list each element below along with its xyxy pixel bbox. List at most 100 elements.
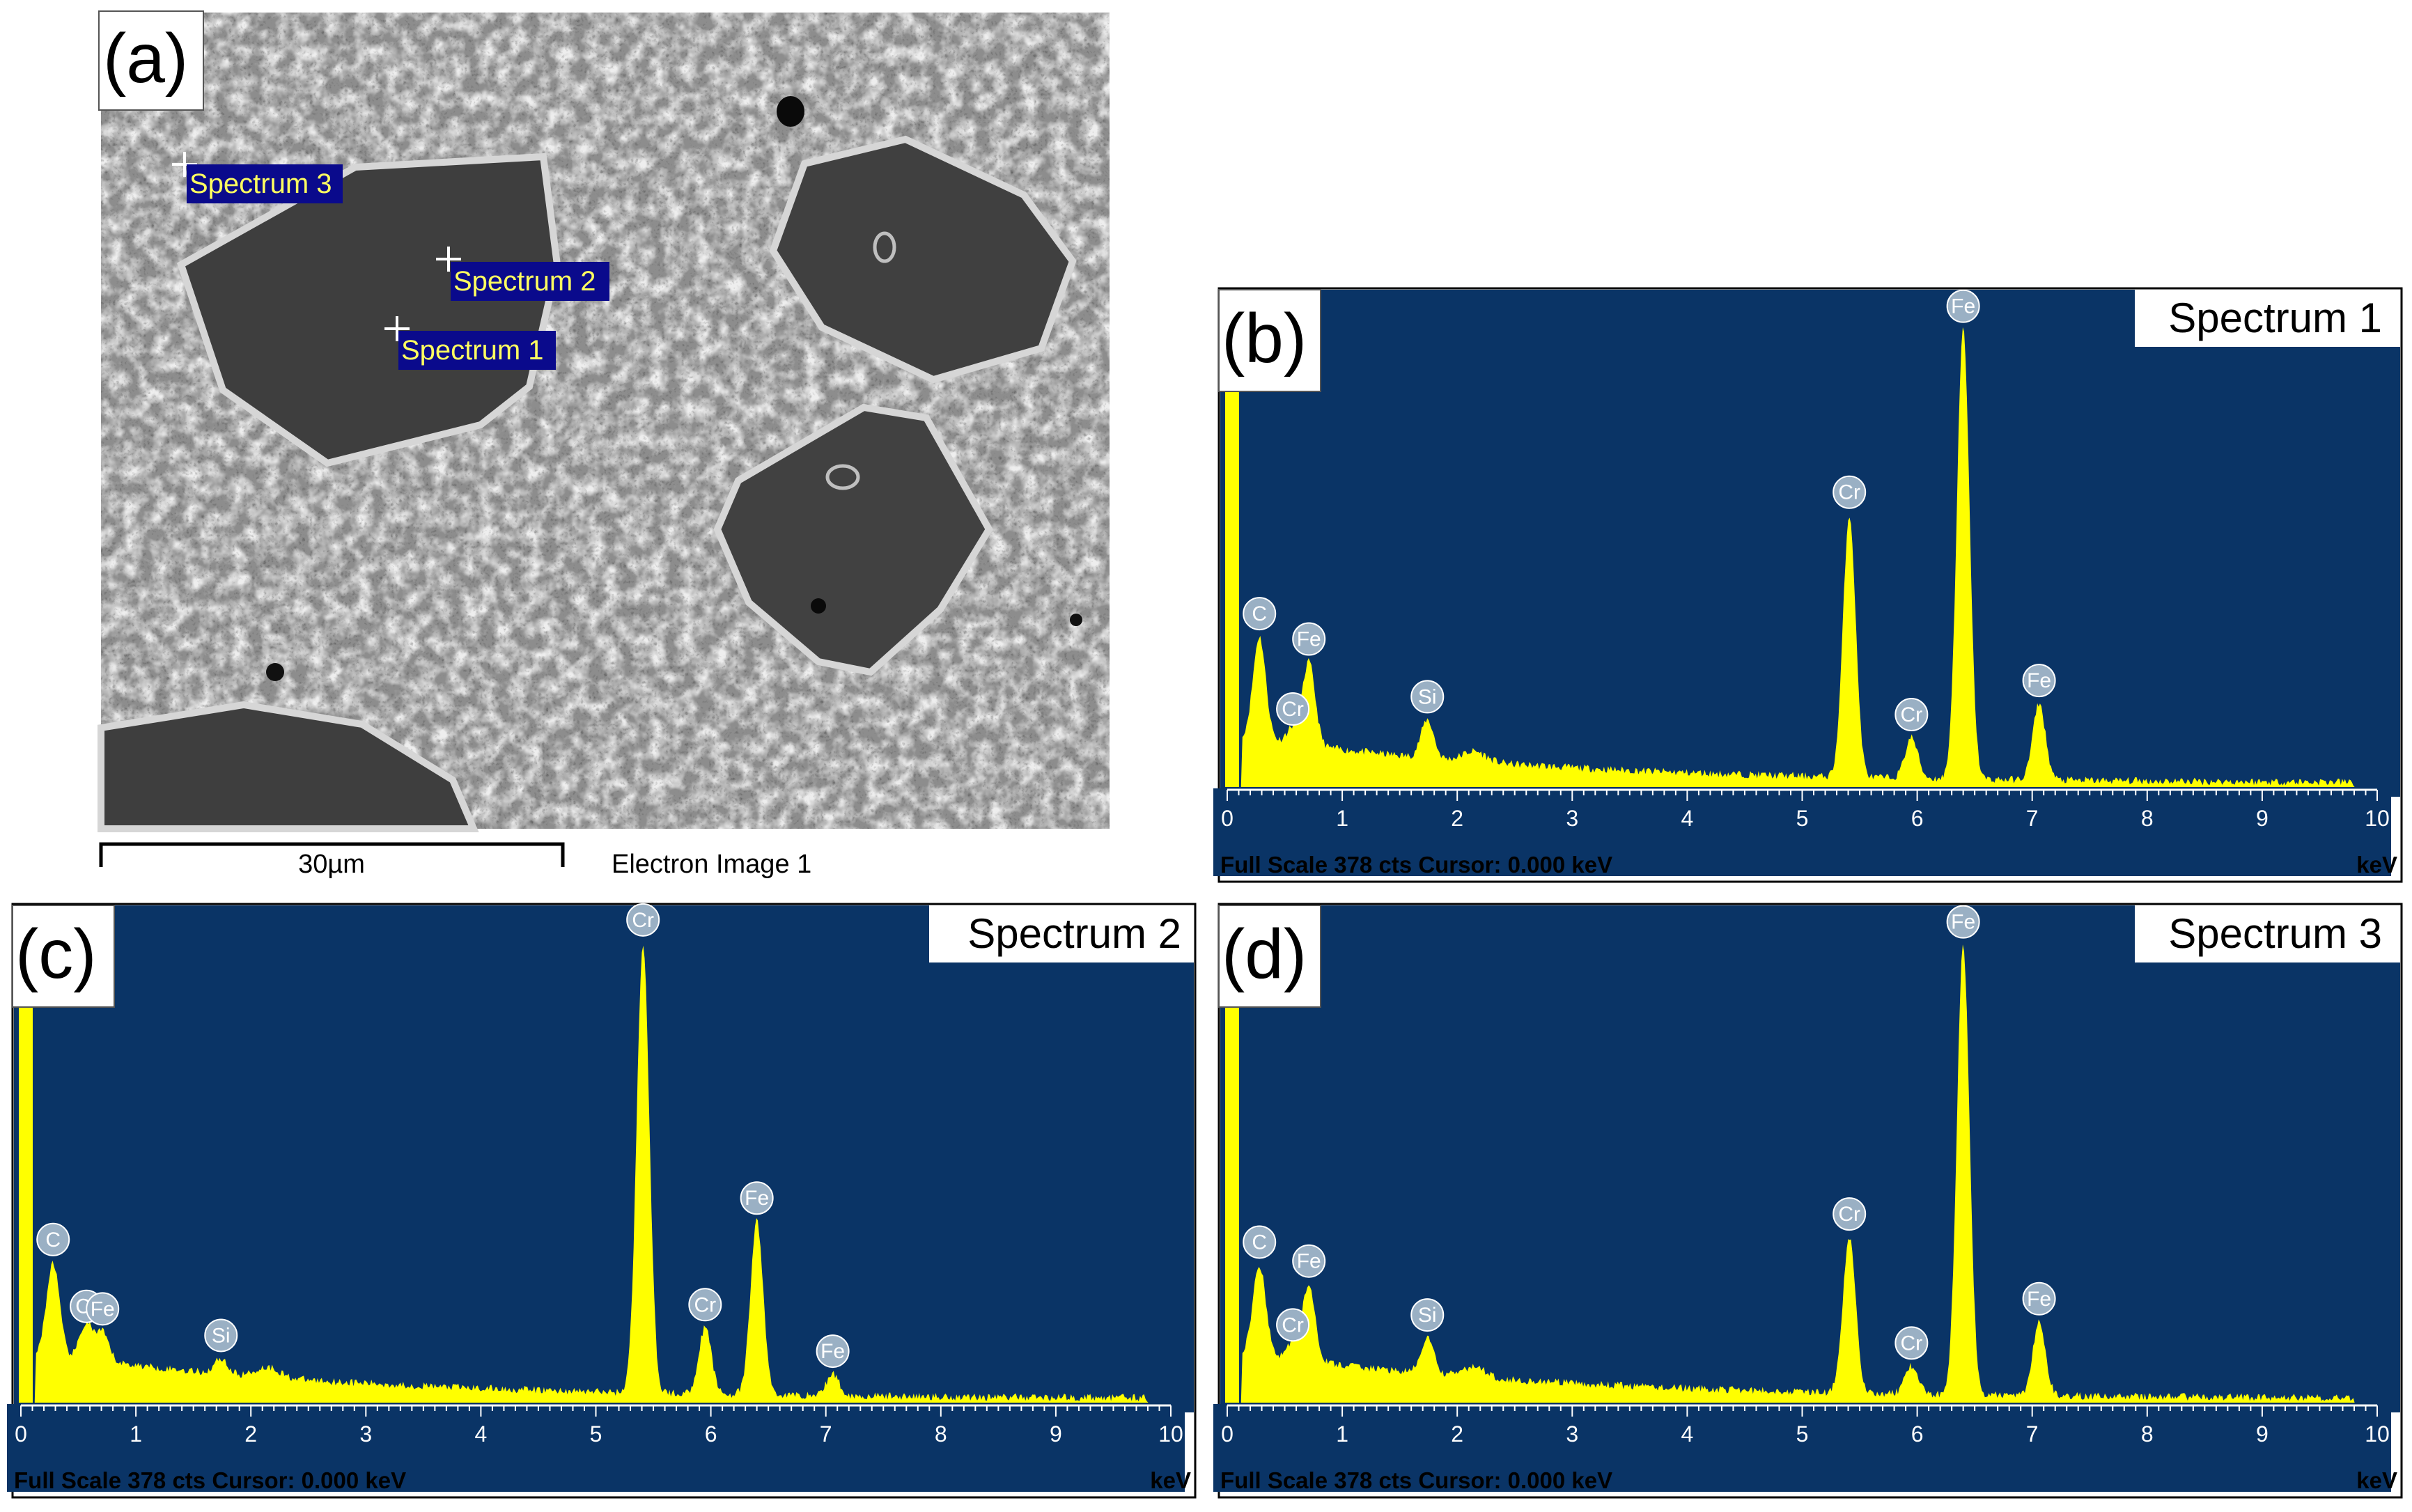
sem-grain (713, 403, 993, 676)
x-tick-label: 1 (1336, 806, 1348, 831)
x-axis-band (1213, 1404, 2391, 1492)
spot-marker-spectrum-2[interactable]: Spectrum 2 (436, 247, 609, 301)
zero-peak (1225, 290, 1239, 787)
panel-label-box (1218, 905, 1321, 1008)
x-tick-label: 1 (130, 1421, 142, 1447)
peak-label-fe: Fe (1292, 622, 1326, 656)
x-tick-label: 0 (15, 1421, 27, 1447)
x-tick-label: 5 (1796, 806, 1809, 831)
x-tick-label: 7 (2026, 1421, 2039, 1447)
peak-label-c: C (36, 1222, 70, 1256)
peak-label-text: C (45, 1229, 61, 1252)
x-tick-label: 4 (1681, 806, 1694, 831)
peak-label-fe: Fe (1946, 289, 1980, 323)
x-tick-label: 9 (2256, 806, 2269, 831)
peak-label-text: Cr (694, 1293, 717, 1316)
x-tick-label: 1 (1336, 1421, 1348, 1447)
peak-label-badge (1894, 1326, 1929, 1360)
peak-label-si: Si (1410, 1298, 1445, 1332)
sem-pore (777, 96, 804, 127)
peak-label-fe: Fe (2022, 1281, 2056, 1316)
spectrum-footer: Full Scale 378 cts Cursor: 0.000 keV (1220, 1467, 1612, 1493)
peak-label-badge (1276, 1308, 1310, 1342)
spectrum-title: Spectrum 3 (2168, 910, 2382, 957)
x-tick-label: 5 (1796, 1421, 1809, 1447)
peak-label-cr: Cr (1833, 475, 1867, 509)
scale-bar-label: 30µm (298, 850, 365, 879)
spectrum-footer: Full Scale 378 cts Cursor: 0.000 keV (1220, 852, 1612, 878)
peak-label-badge (1833, 1197, 1867, 1231)
zero-peak (19, 905, 33, 1403)
spectrum-title: Spectrum 1 (2168, 295, 2382, 341)
x-tick-label: 3 (1566, 806, 1578, 831)
peak-label-cr: Cr (1833, 1197, 1867, 1231)
sem-pore (266, 663, 284, 681)
peak-label-c: C (1243, 1225, 1277, 1259)
x-tick-label: 8 (2141, 806, 2154, 831)
x-axis-label: keV (2356, 1467, 2397, 1493)
x-tick-label: 6 (1911, 806, 1924, 831)
peak-label-text: Cr (1901, 703, 1923, 726)
x-tick-label: 0 (1221, 806, 1234, 831)
peak-label-si: Si (1410, 680, 1445, 714)
panel-label: (a) (103, 20, 188, 98)
peak-label-badge (626, 903, 660, 937)
x-tick-label: 3 (359, 1421, 372, 1447)
spectrum-footer: Full Scale 378 cts Cursor: 0.000 keV (14, 1467, 406, 1493)
sem-grain (98, 701, 479, 832)
peak-label-text: Cr (1282, 1314, 1304, 1336)
x-tick-label: 9 (2256, 1421, 2269, 1447)
peak-label-c: C (1243, 597, 1277, 631)
peak-label-text: Si (212, 1324, 231, 1347)
x-tick-label: 10 (1158, 1421, 1183, 1447)
sem-pore (873, 231, 896, 263)
panel-label: (b) (1222, 299, 1307, 377)
peak-label-badge (204, 1318, 238, 1353)
spot-label: Spectrum 3 (189, 169, 332, 199)
spot-marker-spectrum-3[interactable]: Spectrum 3 (172, 152, 343, 203)
peak-label-badge (1410, 680, 1445, 714)
peak-label-text: Cr (1838, 1203, 1860, 1226)
sem-grain (769, 135, 1077, 384)
peak-label-badge (1292, 1244, 1326, 1278)
x-axis-label: keV (2356, 852, 2397, 878)
peak-label-badge (1410, 1298, 1445, 1332)
spectrum-plot-background (14, 905, 1194, 1412)
peak-label-cr: Cr (688, 1288, 722, 1322)
peak-label-text: Si (1418, 685, 1437, 708)
scale-bar (99, 842, 565, 867)
peak-label-text: C (1252, 602, 1267, 625)
sem-grain (176, 153, 561, 467)
peak-label-badge (1894, 698, 1929, 732)
peak-label-fe: Fe (1292, 1244, 1326, 1278)
peak-label-text: Si (1418, 1304, 1437, 1327)
peak-label-text: Fe (820, 1340, 845, 1363)
peak-label-text: Fe (1297, 628, 1321, 651)
peak-label-text: Cr (1901, 1332, 1923, 1355)
peak-label-text: Fe (91, 1297, 115, 1320)
peak-label-badge (1833, 475, 1867, 509)
x-axis-band (7, 1404, 1185, 1492)
peak-label-fe: Fe (86, 1292, 120, 1326)
spectrum-title-box (2135, 905, 2400, 962)
x-tick-label: 6 (1911, 1421, 1924, 1447)
peak-label-badge (36, 1222, 70, 1256)
peak-label-badge (816, 1334, 850, 1369)
peak-label-cr: Cr (1894, 698, 1929, 732)
peak-label-badge (1292, 622, 1326, 656)
x-tick-label: 9 (1050, 1421, 1062, 1447)
spot-label: Spectrum 1 (401, 335, 544, 366)
x-tick-label: 2 (244, 1421, 257, 1447)
sem-pore (825, 464, 860, 490)
peak-label-si: Si (204, 1318, 238, 1353)
spot-marker-spectrum-1[interactable]: Spectrum 1 (384, 316, 556, 370)
x-tick-label: 4 (475, 1421, 488, 1447)
x-tick-label: 6 (705, 1421, 717, 1447)
sem-pore (811, 598, 826, 614)
peak-label-text: Fe (1297, 1250, 1321, 1273)
peak-label-fe: Fe (816, 1334, 850, 1369)
peak-label-badge (1946, 289, 1980, 323)
panel-label-box (98, 10, 204, 111)
